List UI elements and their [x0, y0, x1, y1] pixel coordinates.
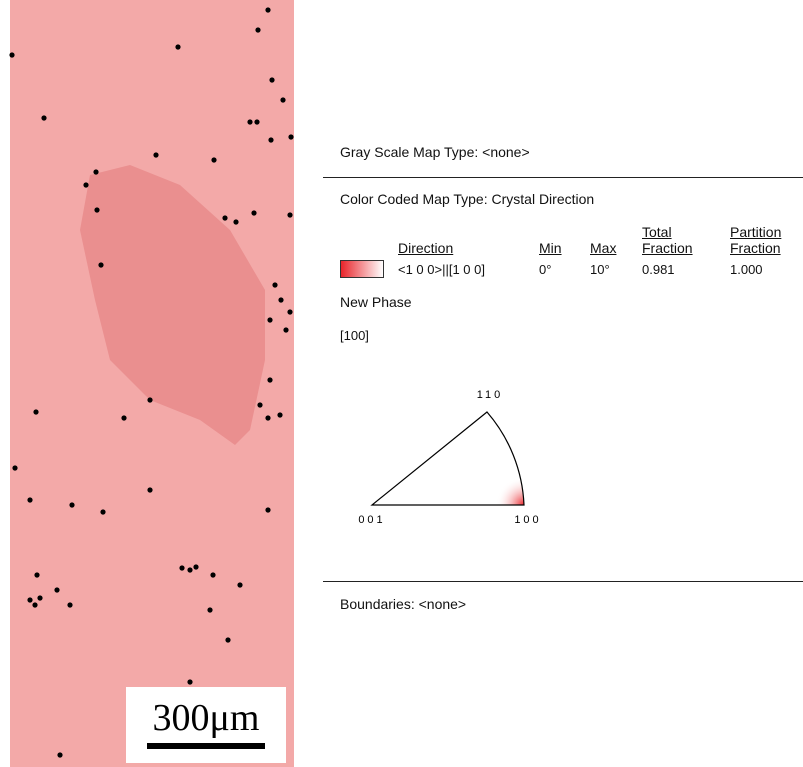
- dot: [265, 415, 270, 420]
- dot: [83, 182, 88, 187]
- header: Max: [590, 216, 630, 256]
- dot: [267, 377, 272, 382]
- dot: [254, 119, 259, 124]
- cell: 1.000: [730, 262, 763, 277]
- dot: [288, 134, 293, 139]
- dot: [121, 415, 126, 420]
- header: Partition Fraction: [730, 216, 800, 256]
- color-coded: Color Coded Map Type: Crystal Direction: [340, 191, 594, 207]
- pole-label: 001: [358, 514, 385, 526]
- header-text: Partition Fraction: [730, 224, 800, 256]
- pole-label: 110: [477, 389, 504, 401]
- dot: [193, 564, 198, 569]
- dot: [37, 595, 42, 600]
- dot: [257, 402, 262, 407]
- dot: [280, 97, 285, 102]
- scale-bar: [147, 743, 265, 749]
- header: Total Fraction: [642, 216, 710, 256]
- dot: [34, 572, 39, 577]
- cell: 10°: [590, 262, 610, 277]
- dot: [265, 7, 270, 12]
- dot: [278, 297, 283, 302]
- page: 300μm Gray Scale Map Type: <none> Color …: [0, 0, 803, 767]
- dot: [187, 679, 192, 684]
- dot: [27, 497, 32, 502]
- color-swatch: [340, 260, 384, 278]
- ebsd-map: 300μm: [0, 0, 300, 767]
- cell: <1 0 0>||[1 0 0]: [398, 262, 485, 277]
- header-text: Min: [539, 240, 579, 256]
- dot: [179, 565, 184, 570]
- dot: [287, 309, 292, 314]
- rule: [323, 177, 803, 178]
- header: Direction: [398, 216, 488, 256]
- dot: [147, 397, 152, 402]
- dot: [237, 582, 242, 587]
- dot: [269, 77, 274, 82]
- header-text: Direction: [398, 240, 488, 256]
- dot: [175, 44, 180, 49]
- header-text: Total Fraction: [642, 224, 710, 256]
- dot: [32, 602, 37, 607]
- pole-label: 100: [514, 514, 541, 526]
- dot: [94, 207, 99, 212]
- cell: 0.981: [642, 262, 675, 277]
- dot: [222, 215, 227, 220]
- dot: [207, 607, 212, 612]
- dot: [98, 262, 103, 267]
- dot: [265, 507, 270, 512]
- dot: [233, 219, 238, 224]
- rule: [323, 581, 803, 582]
- dot: [210, 572, 215, 577]
- dot: [251, 210, 256, 215]
- dot: [69, 502, 74, 507]
- gray-scale: Gray Scale Map Type: <none>: [340, 144, 530, 160]
- triangle: [372, 412, 524, 505]
- dot: [33, 409, 38, 414]
- direction: [100]: [340, 328, 369, 343]
- dot: [54, 587, 59, 592]
- dot: [93, 169, 98, 174]
- dot: [187, 567, 192, 572]
- dot: [287, 212, 292, 217]
- dot: [41, 115, 46, 120]
- dot: [147, 487, 152, 492]
- cell: 0°: [539, 262, 551, 277]
- dot: [27, 597, 32, 602]
- dot: [225, 637, 230, 642]
- dot: [100, 509, 105, 514]
- dot: [12, 465, 17, 470]
- dot: [153, 152, 158, 157]
- scale-bar-label: 300μm: [153, 697, 260, 739]
- header: Min: [539, 216, 579, 256]
- dot: [277, 412, 282, 417]
- dot: [247, 119, 252, 124]
- dot: [272, 282, 277, 287]
- dot: [268, 137, 273, 142]
- header-text: Max: [590, 240, 630, 256]
- boundaries: Boundaries: <none>: [340, 596, 466, 612]
- dot: [267, 317, 272, 322]
- dot: [211, 157, 216, 162]
- dot: [255, 27, 260, 32]
- dot: [283, 327, 288, 332]
- dot: [67, 602, 72, 607]
- dot: [9, 52, 14, 57]
- dot: [57, 752, 62, 757]
- phase: New Phase: [340, 294, 412, 310]
